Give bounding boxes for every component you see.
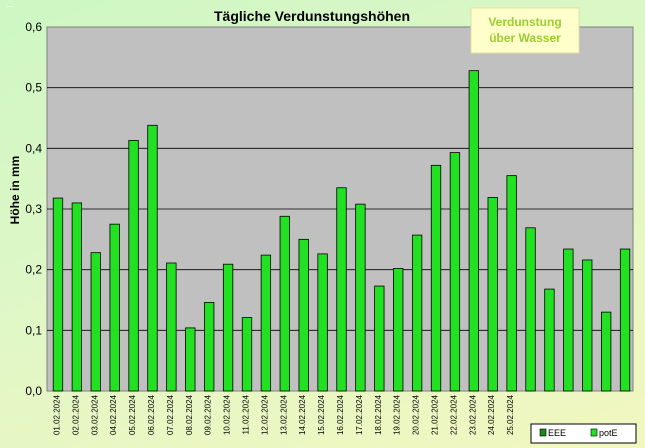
bar-03.02.2024 (90, 252, 101, 392)
legend-swatch-pote (590, 428, 598, 437)
bar-18.02.2024 (374, 285, 385, 392)
x-tick-label: 22.02.2024 (449, 394, 458, 435)
bar-15.02.2024 (317, 253, 328, 392)
bar-12.02.2024 (260, 254, 272, 392)
bars (52, 70, 631, 392)
x-tick-label: 12.02.2024 (260, 394, 269, 435)
legend-label-pote: potE (599, 428, 618, 438)
bar-10.02.2024 (222, 263, 234, 392)
x-tick-label: 20.02.2024 (412, 394, 421, 435)
x-tick-label: 11.02.2024 (241, 394, 250, 434)
bar-17.02.2024 (355, 203, 366, 392)
x-tick-label: 05.02.2024 (128, 394, 137, 435)
annotation-line-2: über Wasser (489, 31, 561, 45)
bar-20.02.2024 (411, 234, 423, 392)
bar-07.02.2024 (166, 262, 177, 392)
x-tick-label: 18.02.2024 (374, 394, 383, 435)
x-tick-label: 03.02.2024 (90, 394, 99, 435)
x-tick-label: 17.02.2024 (355, 394, 364, 435)
bar-11.02.2024 (241, 317, 253, 392)
bar-29.02.2024 (582, 259, 593, 392)
legend-label-eee: EEE (548, 428, 566, 438)
bar-19.02.2024 (393, 268, 404, 392)
y-tick-label: 0,4 (25, 141, 42, 155)
bar-01.02.2024 (52, 197, 64, 392)
x-tick-label: 25.02.2024 (506, 394, 515, 435)
x-tick-label: 10.02.2024 (223, 394, 232, 435)
x-tick-label: 21.02.2024 (431, 394, 440, 435)
bar-08.02.2024 (185, 327, 196, 392)
x-tick-label: 16.02.2024 (336, 394, 345, 435)
bar-02.03.2024 (619, 248, 631, 392)
annotation-box: Verdunstung über Wasser (470, 7, 580, 54)
legend-swatch-eee (539, 428, 547, 437)
x-tick-label: 14.02.2024 (298, 394, 307, 435)
bar-23.02.2024 (468, 70, 479, 392)
x-tick-label: 23.02.2024 (468, 394, 477, 435)
bar-26.02.2024 (525, 227, 536, 392)
bar-21.02.2024 (430, 164, 442, 392)
bar-16.02.2024 (336, 187, 347, 392)
x-tick-label: 07.02.2024 (166, 394, 175, 435)
y-tick-label: 0,2 (25, 263, 42, 277)
bar-25.02.2024 (506, 175, 517, 392)
y-tick-labels: 0,0 0,1 0,2 0,3 0,4 0,5 0,6 (25, 20, 42, 398)
y-tick-label: 0,3 (25, 202, 42, 216)
y-tick-label: 0,1 (25, 323, 42, 337)
x-tick-label: 13.02.2024 (279, 394, 288, 435)
bar-05.02.2024 (128, 140, 139, 392)
bar-27.02.2024 (544, 288, 555, 392)
legend: EEE potE (530, 423, 637, 444)
y-axis-label: Höhe in mm (8, 156, 22, 225)
x-tick-label: 02.02.2024 (71, 394, 80, 435)
bar-09.02.2024 (204, 302, 215, 392)
bar-13.02.2024 (279, 215, 290, 392)
x-tick-labels: 01.02.2024 02.02.2024 03.02.2024 04.02.2024… (52, 394, 515, 435)
chart-title: Tägliche Verdunstungshöhen (214, 8, 410, 24)
bar-22.02.2024 (449, 152, 461, 392)
y-tick-label: 0,5 (25, 81, 42, 95)
bar-04.02.2024 (109, 223, 120, 392)
x-tick-label: 24.02.2024 (487, 394, 496, 435)
bar-14.02.2024 (298, 238, 309, 392)
bar-28.02.2024 (563, 248, 574, 392)
bar-06.02.2024 (147, 124, 158, 392)
x-tick-label: 04.02.2024 (109, 394, 118, 435)
y-tick-label: 0,0 (25, 384, 42, 398)
corner-mark: — (6, 3, 13, 10)
annotation-line-1: Verdunstung (488, 15, 561, 29)
x-tick-label: 01.02.2024 (52, 394, 61, 435)
bar-02.02.2024 (71, 202, 83, 392)
x-tick-label: 08.02.2024 (185, 394, 194, 435)
x-tick-label: 15.02.2024 (317, 394, 326, 435)
x-tick-label: 09.02.2024 (204, 394, 213, 435)
x-tick-label: 19.02.2024 (393, 394, 402, 435)
y-tick-label: 0,6 (25, 20, 42, 34)
x-tick-label: 06.02.2024 (147, 394, 156, 435)
bar-01.03.2024 (600, 311, 612, 392)
bar-24.02.2024 (487, 197, 498, 392)
